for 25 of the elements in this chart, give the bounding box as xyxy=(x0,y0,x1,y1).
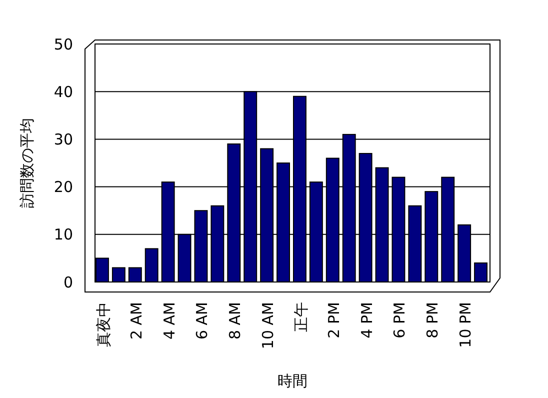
x-tick-label: 真夜中 xyxy=(94,302,112,347)
y-tick-label: 30 xyxy=(54,130,73,148)
x-tick-label: 4 AM xyxy=(160,302,178,340)
bar xyxy=(112,267,126,282)
y-tick-label: 0 xyxy=(63,273,73,292)
x-tick-label: 10 AM xyxy=(259,302,278,350)
y-tick-label: 50 xyxy=(54,35,73,54)
x-tick-label: 2 AM xyxy=(127,302,146,340)
y-tick-label: 20 xyxy=(54,178,73,196)
bar xyxy=(128,267,142,282)
y-axis-title: 訪問数の平均 xyxy=(18,118,36,208)
x-tick-label: 2 PM xyxy=(324,302,343,338)
x-tick-label: 8 AM xyxy=(226,302,244,340)
x-tick-label: 6 PM xyxy=(390,302,409,338)
x-tick-label: 4 PM xyxy=(358,302,376,338)
bar xyxy=(144,248,158,282)
x-tick-label: 10 PM xyxy=(456,302,475,348)
y-tick-label: 10 xyxy=(54,226,73,244)
x-tick-label: 正午 xyxy=(292,302,310,332)
x-tick-label: 6 AM xyxy=(193,302,212,340)
bar xyxy=(96,258,109,282)
y-tick-label: 40 xyxy=(54,82,73,101)
bar xyxy=(474,262,488,282)
x-tick-label: 8 PM xyxy=(424,302,442,338)
x-axis-title: 時間 xyxy=(278,372,308,390)
